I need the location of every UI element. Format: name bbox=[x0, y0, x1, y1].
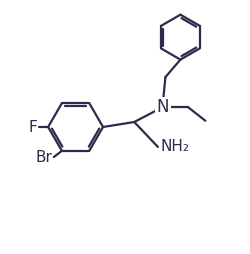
Text: NH₂: NH₂ bbox=[160, 139, 189, 154]
Text: Br: Br bbox=[36, 150, 53, 165]
Text: N: N bbox=[156, 98, 168, 116]
Text: F: F bbox=[29, 119, 38, 135]
